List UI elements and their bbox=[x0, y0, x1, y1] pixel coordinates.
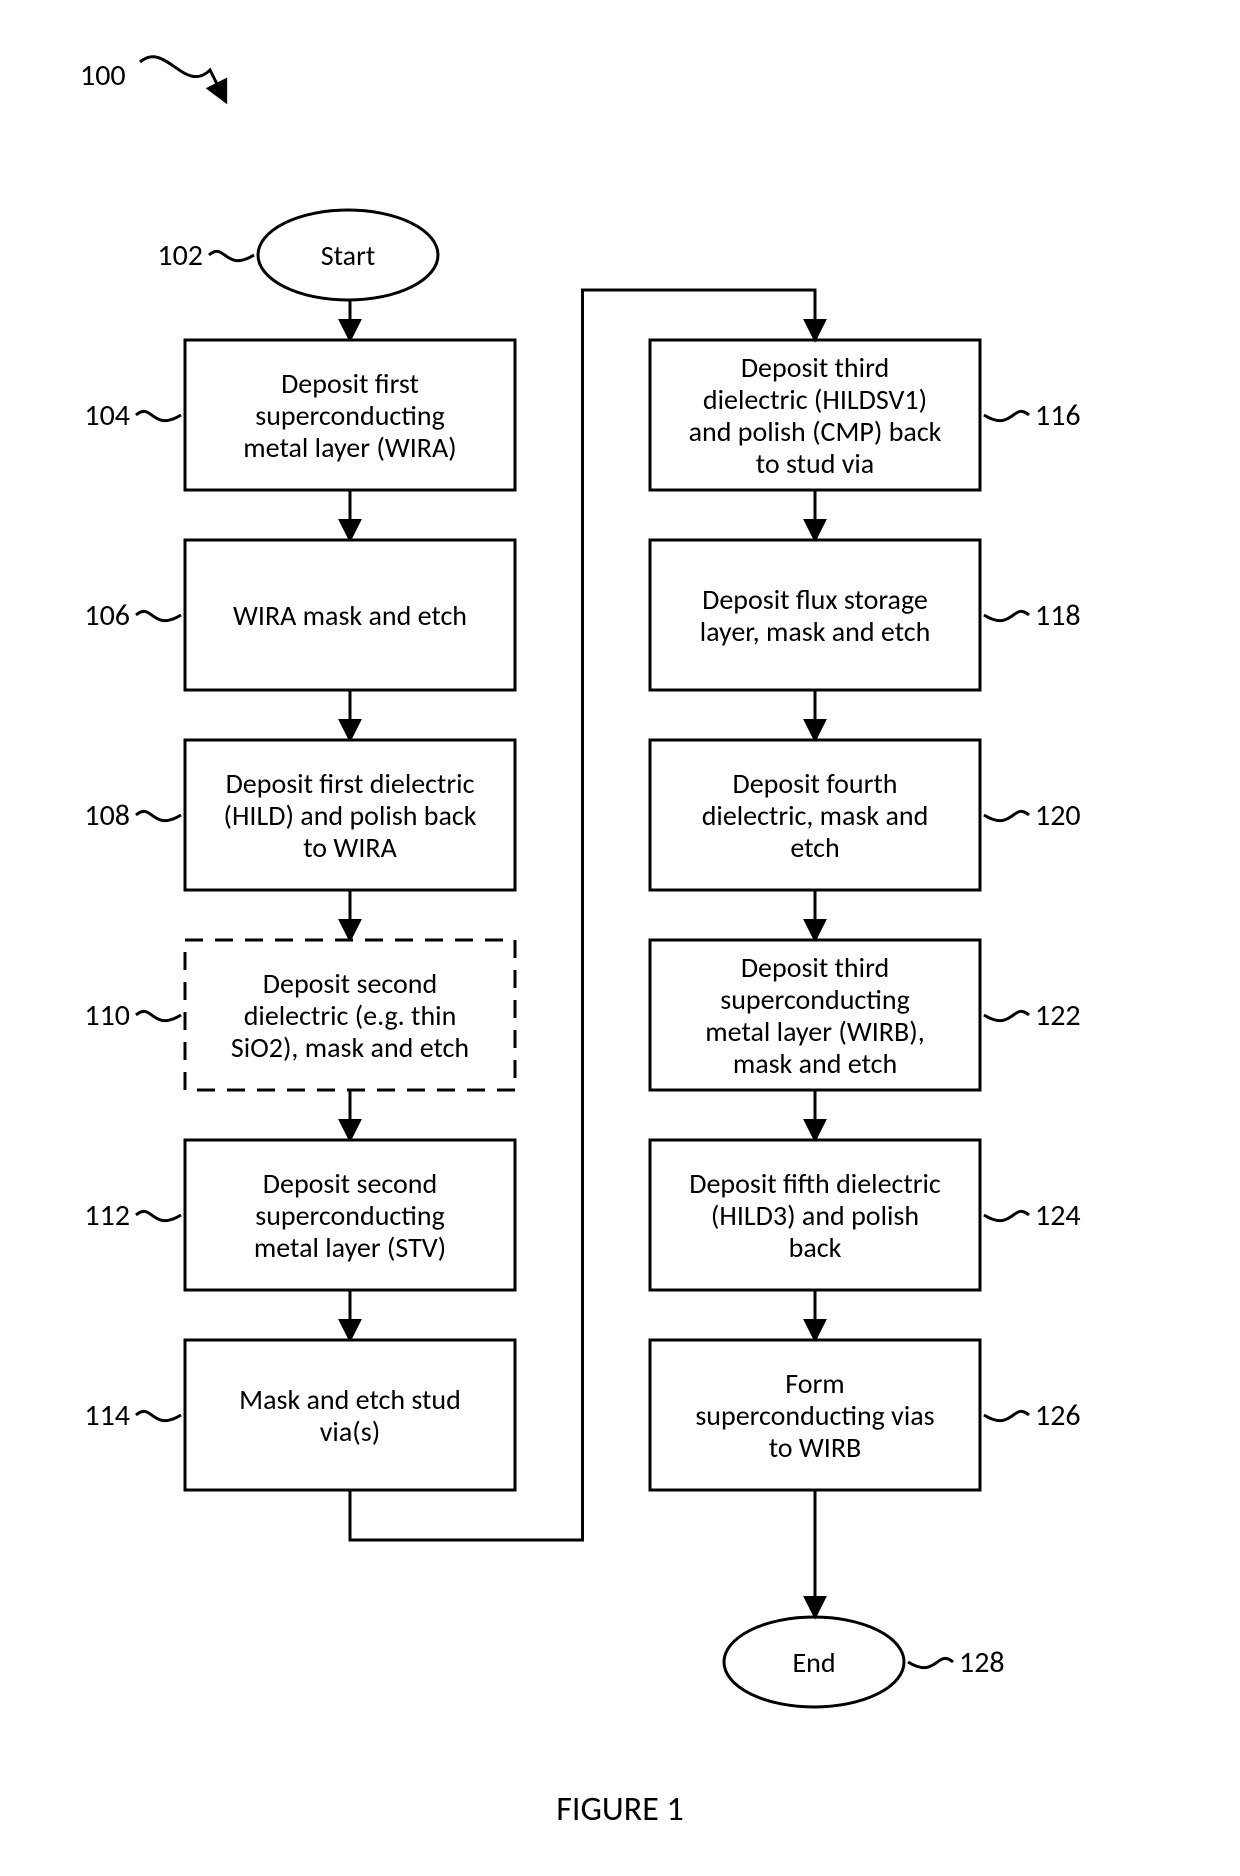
step-124-line0: Deposit fifth dielectric bbox=[689, 1166, 941, 1201]
ref-118: 118 bbox=[1035, 597, 1081, 634]
figure-label: FIGURE 1 bbox=[556, 1789, 683, 1830]
step-108-line2: to WIRA bbox=[303, 830, 397, 865]
ref-116: 116 bbox=[1035, 397, 1081, 434]
step-126-line1: superconducting vias bbox=[695, 1398, 934, 1433]
step-118-line0: Deposit flux storage bbox=[702, 582, 928, 617]
step-124-line1: (HILD3) and polish bbox=[711, 1198, 919, 1233]
step-108-line1: (HILD) and polish back bbox=[224, 798, 477, 833]
diagram-ref: 100 bbox=[80, 57, 126, 94]
step-124-line2: back bbox=[789, 1230, 842, 1265]
ref-106: 106 bbox=[84, 597, 130, 634]
ref-104-connector bbox=[136, 411, 181, 420]
step-118-line1: layer, mask and etch bbox=[700, 614, 931, 649]
step-126-line2: to WIRB bbox=[769, 1430, 862, 1465]
diagram-ref-arrow bbox=[140, 57, 225, 100]
step-116-line3: to stud via bbox=[756, 446, 874, 481]
ref-118-connector bbox=[984, 611, 1029, 620]
ref-120-connector bbox=[984, 811, 1029, 820]
step-116-line2: and polish (CMP) back bbox=[689, 414, 942, 449]
ref-124: 124 bbox=[1035, 1197, 1081, 1234]
flowchart-canvas: 100StartEnd102128Deposit firstsupercondu… bbox=[0, 0, 1240, 1876]
step-126-line0: Form bbox=[785, 1366, 844, 1401]
ref-110-connector bbox=[136, 1011, 181, 1020]
step-104-line1: superconducting bbox=[255, 398, 445, 433]
ref-112: 112 bbox=[84, 1197, 130, 1234]
step-112-line0: Deposit second bbox=[263, 1166, 437, 1201]
ref-126-connector bbox=[984, 1411, 1029, 1420]
ref-128: 128 bbox=[959, 1644, 1005, 1681]
ref-104: 104 bbox=[84, 397, 130, 434]
end-label: End bbox=[792, 1645, 835, 1680]
step-120-line1: dielectric, mask and bbox=[702, 798, 929, 833]
step-108-line0: Deposit first dielectric bbox=[226, 766, 475, 801]
step-104-line2: metal layer (WIRA) bbox=[243, 430, 456, 465]
step-122-line3: mask and etch bbox=[733, 1046, 897, 1081]
ref-126: 126 bbox=[1035, 1397, 1081, 1434]
step-116-line0: Deposit third bbox=[741, 350, 889, 385]
ref-108: 108 bbox=[84, 797, 130, 834]
ref-106-connector bbox=[136, 611, 181, 620]
ref-124-connector bbox=[984, 1211, 1029, 1220]
step-112-line2: metal layer (STV) bbox=[254, 1230, 446, 1265]
ref-102: 102 bbox=[157, 237, 203, 274]
ref-110: 110 bbox=[84, 997, 130, 1034]
ref-102-connector bbox=[209, 251, 254, 260]
ref-116-connector bbox=[984, 411, 1029, 420]
ref-122: 122 bbox=[1035, 997, 1081, 1034]
step-106-line0: WIRA mask and etch bbox=[233, 598, 467, 633]
step-112-line1: superconducting bbox=[255, 1198, 445, 1233]
start-label: Start bbox=[321, 238, 375, 273]
step-116-line1: dielectric (HILDSV1) bbox=[703, 382, 927, 417]
step-110-line1: dielectric (e.g. thin bbox=[244, 998, 457, 1033]
step-110-line0: Deposit second bbox=[263, 966, 437, 1001]
step-114-line0: Mask and etch stud bbox=[239, 1382, 461, 1417]
ref-114-connector bbox=[136, 1411, 181, 1420]
ref-112-connector bbox=[136, 1211, 181, 1220]
step-122-line1: superconducting bbox=[720, 982, 910, 1017]
ref-108-connector bbox=[136, 811, 181, 820]
step-114-line1: via(s) bbox=[320, 1414, 380, 1449]
step-122-line0: Deposit third bbox=[741, 950, 889, 985]
step-120-line0: Deposit fourth bbox=[732, 766, 897, 801]
step-120-line2: etch bbox=[790, 830, 839, 865]
ref-120: 120 bbox=[1035, 797, 1081, 834]
ref-114: 114 bbox=[84, 1397, 130, 1434]
step-110-line2: SiO2), mask and etch bbox=[231, 1030, 469, 1065]
step-104-line0: Deposit first bbox=[281, 366, 419, 401]
step-122-line2: metal layer (WIRB), bbox=[705, 1014, 924, 1049]
ref-122-connector bbox=[984, 1011, 1029, 1020]
ref-128-connector bbox=[908, 1658, 953, 1667]
